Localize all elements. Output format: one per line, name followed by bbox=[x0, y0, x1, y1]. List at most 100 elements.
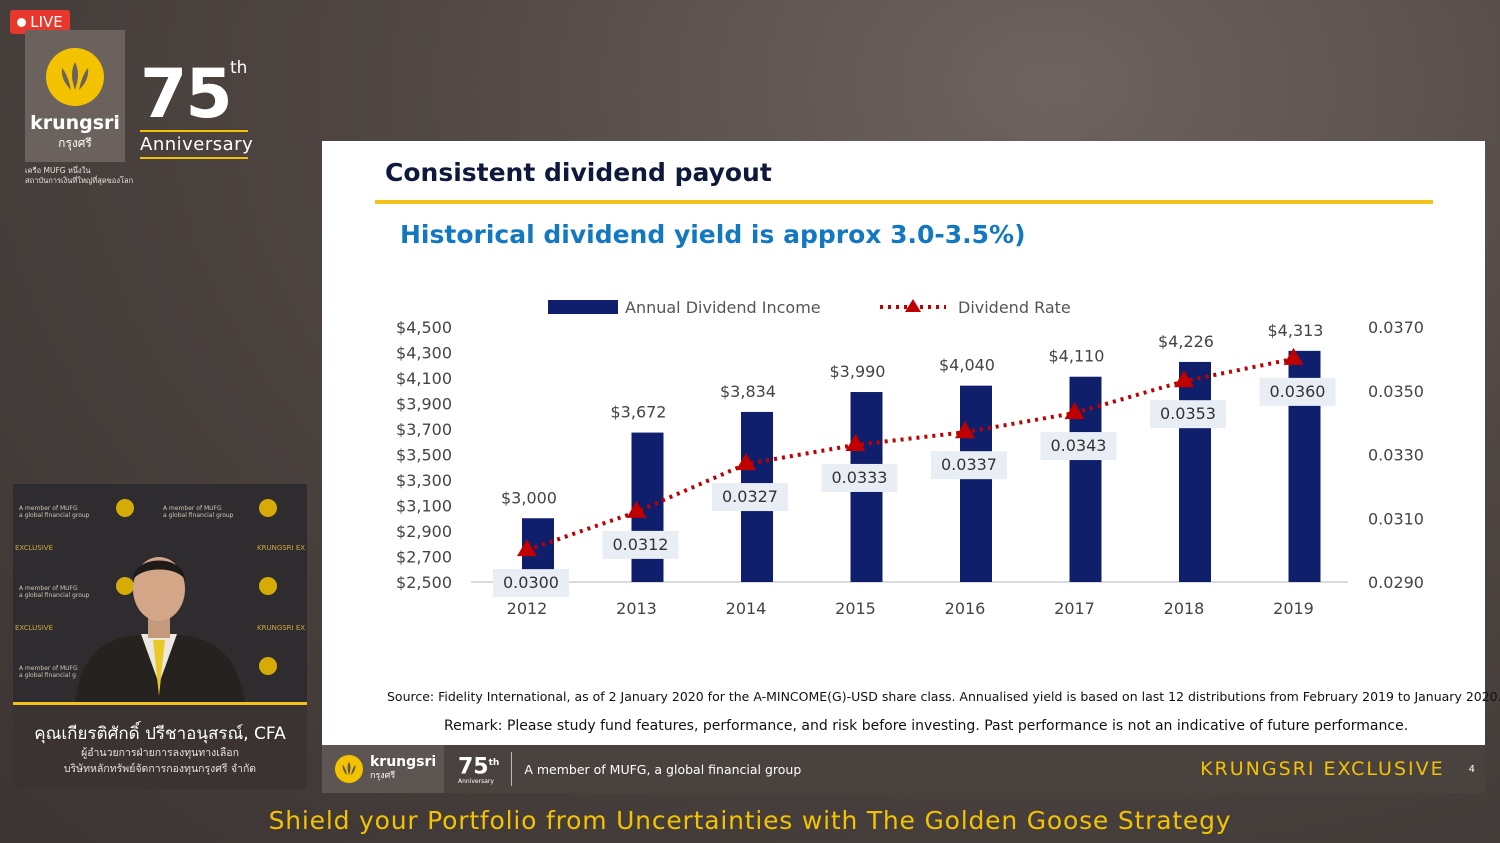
bar-value-label: $4,040 bbox=[939, 356, 995, 375]
brand-name: krungsri bbox=[30, 112, 120, 134]
rate-point-marker bbox=[1283, 347, 1304, 365]
video-caption: Shield your Portfolio from Uncertainties… bbox=[268, 806, 1232, 835]
page-number: 4 bbox=[1468, 763, 1475, 775]
bar-value-label: $4,226 bbox=[1158, 332, 1214, 351]
bar-value-label: $3,672 bbox=[611, 403, 667, 422]
rate-value-label: 0.0333 bbox=[832, 468, 888, 487]
dividend-bar bbox=[1179, 361, 1211, 582]
left-axis-tick-label: $4,100 bbox=[396, 369, 452, 388]
rate-value-label: 0.0360 bbox=[1270, 382, 1326, 401]
legend-bar-label: Annual Dividend Income bbox=[625, 298, 821, 317]
svg-text:a global financial group: a global financial group bbox=[19, 592, 90, 599]
rate-label-box bbox=[1150, 400, 1226, 429]
speaker-organization: บริษัทหลักทรัพย์จัดการกองทุนกรุงศรี จำกั… bbox=[63, 763, 257, 775]
bar-value-labels: $3,000 $3,672 $3,834 $3,990 $4,040 $4,110 $4,2… bbox=[501, 321, 1323, 507]
footer-anniversary-number: 75 bbox=[458, 754, 489, 780]
rate-label-box bbox=[712, 483, 788, 512]
rate-value-label: 0.0337 bbox=[941, 455, 997, 474]
bar-value-label: $4,313 bbox=[1268, 321, 1324, 340]
rate-point-marker bbox=[626, 500, 647, 518]
rate-point-marker bbox=[845, 433, 866, 451]
left-axis-tick-label: $3,500 bbox=[396, 446, 452, 465]
rate-series bbox=[517, 347, 1304, 557]
dividend-bar bbox=[960, 385, 992, 582]
slide-title: Consistent dividend payout bbox=[385, 158, 772, 187]
dividend-chart: Annual Dividend Income Dividend Rate $4,… bbox=[396, 298, 1424, 618]
x-axis-label: 2012 bbox=[507, 599, 548, 618]
right-axis-tick-label: 0.0310 bbox=[1368, 509, 1424, 528]
footer-brand-thai: กรุงศรี bbox=[370, 771, 396, 781]
mufg-note: เครือ MUFG หนึ่งใน สถาบันการเงินที่ใหญ่ท… bbox=[25, 166, 135, 186]
krungsri-emblem-icon bbox=[334, 754, 364, 784]
svg-text:EXCLUSIVE: EXCLUSIVE bbox=[15, 624, 53, 632]
rate-value-label: 0.0312 bbox=[613, 535, 669, 554]
rate-label-box bbox=[931, 451, 1007, 480]
legend-triangle-icon bbox=[905, 299, 921, 312]
rate-value-labels: 0.0300 0.0312 0.0327 0.0333 0.0337 0.0343 0.03… bbox=[493, 377, 1336, 598]
svg-text:KRUNGSRI EX: KRUNGSRI EX bbox=[257, 544, 305, 552]
footer-member-text: A member of MUFG, a global financial gro… bbox=[524, 761, 802, 777]
right-axis-tick-label: 0.0290 bbox=[1368, 573, 1424, 592]
svg-text:A member of MUFG: A member of MUFG bbox=[163, 505, 222, 512]
x-axis-label: 2013 bbox=[616, 599, 657, 618]
rate-point-marker bbox=[517, 539, 537, 557]
right-axis-tick-label: 0.0330 bbox=[1368, 446, 1424, 465]
anniversary-suffix: th bbox=[230, 58, 248, 78]
x-axis-labels: 2012 2013 2014 2015 2016 2017 2018 2019 bbox=[507, 599, 1314, 618]
legend-line-label: Dividend Rate bbox=[958, 298, 1071, 317]
anniversary-number: 75 bbox=[140, 55, 233, 134]
footer-anniversary-suffix: th bbox=[488, 757, 500, 768]
svg-text:A member of MUFG: A member of MUFG bbox=[19, 505, 78, 512]
left-axis-tick-label: $3,700 bbox=[396, 420, 452, 439]
x-axis-label: 2014 bbox=[726, 599, 767, 618]
left-axis-tick-label: $3,100 bbox=[396, 497, 452, 516]
rate-value-label: 0.0300 bbox=[503, 573, 559, 592]
dividend-rate-line bbox=[526, 356, 1294, 553]
live-label: LIVE bbox=[30, 13, 63, 31]
x-axis-label: 2019 bbox=[1273, 599, 1314, 618]
svg-text:A member of MUFG: A member of MUFG bbox=[19, 665, 78, 672]
svg-text:a global financial group: a global financial group bbox=[19, 512, 90, 519]
live-dot-icon bbox=[17, 17, 27, 27]
rate-value-label: 0.0343 bbox=[1051, 436, 1107, 455]
left-axis-tick-label: $3,900 bbox=[396, 395, 452, 414]
left-axis-tick-label: $2,700 bbox=[396, 548, 452, 567]
krungsri-logo-box: krungsri กรุงศรี bbox=[25, 30, 125, 162]
legend-bar-swatch bbox=[548, 300, 618, 314]
bar-value-label: $4,110 bbox=[1049, 347, 1105, 366]
bar-value-label: $3,000 bbox=[501, 488, 557, 507]
slide-footer: krungsri กรุงศรี 75th Anniversary A memb… bbox=[322, 745, 1485, 793]
rate-value-label: 0.0327 bbox=[722, 487, 778, 506]
rate-label-box bbox=[1259, 377, 1336, 406]
x-axis-label: 2015 bbox=[835, 599, 876, 618]
krungsri-emblem-icon bbox=[46, 48, 104, 106]
speaker-name: คุณเกียรติศักดิ์ ปรีชาอนุสรณ์, CFA bbox=[34, 724, 286, 744]
right-axis: 0.0370 0.0350 0.0330 0.0310 0.0290 bbox=[1368, 318, 1424, 592]
svg-text:a global financial group: a global financial group bbox=[163, 512, 234, 519]
svg-text:A member of MUFG: A member of MUFG bbox=[19, 585, 78, 592]
left-axis-tick-label: $2,500 bbox=[396, 573, 452, 592]
speaker-panel: A member of MUFG a global financial group… bbox=[13, 484, 307, 789]
rate-point-marker bbox=[955, 421, 975, 439]
right-axis-tick-label: 0.0370 bbox=[1368, 318, 1424, 337]
bar-value-label: $3,834 bbox=[720, 382, 776, 401]
svg-text:EXCLUSIVE: EXCLUSIVE bbox=[15, 544, 53, 552]
svg-text:a global financial g: a global financial g bbox=[19, 672, 76, 679]
brand-thai-name: กรุงศรี bbox=[58, 136, 92, 150]
rate-point-marker bbox=[736, 453, 756, 471]
footer-separator bbox=[511, 752, 513, 786]
svg-text:KRUNGSRI EX: KRUNGSRI EX bbox=[257, 624, 305, 632]
footer-brand-name: krungsri bbox=[370, 754, 437, 770]
title-divider bbox=[375, 200, 1433, 204]
speaker-role: ผู้อำนวยการฝ่ายการลงทุนทางเลือก bbox=[81, 747, 239, 759]
rate-label-box bbox=[1040, 432, 1117, 461]
mufg-note-line-1: เครือ MUFG หนึ่งใน bbox=[25, 166, 91, 175]
footer-anniversary-word: Anniversary bbox=[458, 778, 494, 786]
left-axis-tick-label: $2,900 bbox=[396, 522, 452, 541]
rate-label-box bbox=[493, 569, 569, 598]
left-axis-tick-label: $4,300 bbox=[396, 344, 452, 363]
left-axis-tick-label: $4,500 bbox=[396, 318, 452, 337]
remark-note: Remark: Please study fund features, perf… bbox=[444, 718, 1409, 734]
footer-logo: krungsri กรุงศรี bbox=[322, 745, 444, 793]
